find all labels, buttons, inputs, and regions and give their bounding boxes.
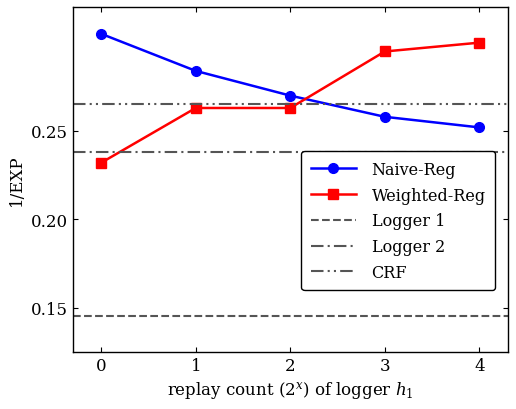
Naive-Reg — [382, 115, 388, 120]
Logger 1 — [98, 314, 104, 319]
Legend: Naive-Reg, Weighted-Reg, Logger 1, Logger 2, CRF: Naive-Reg, Weighted-Reg, Logger 1, Logge… — [301, 152, 495, 291]
Logger 2 — [192, 150, 199, 155]
Weighted-Reg — [382, 50, 388, 55]
Naive-Reg — [192, 69, 199, 74]
Logger 2 — [98, 150, 104, 155]
Logger 1 — [192, 314, 199, 319]
Line: Weighted-Reg: Weighted-Reg — [96, 39, 484, 168]
Naive-Reg — [98, 32, 104, 37]
Weighted-Reg — [287, 106, 294, 111]
Weighted-Reg — [192, 106, 199, 111]
Line: Naive-Reg: Naive-Reg — [96, 30, 484, 133]
Weighted-Reg — [98, 161, 104, 166]
X-axis label: replay count ($2^x$) of logger $h_1$: replay count ($2^x$) of logger $h_1$ — [167, 379, 413, 401]
CRF — [192, 103, 199, 108]
Weighted-Reg — [476, 41, 482, 46]
Y-axis label: 1/EXP: 1/EXP — [8, 154, 25, 206]
CRF — [98, 103, 104, 108]
Naive-Reg — [476, 126, 482, 130]
Naive-Reg — [287, 94, 294, 99]
